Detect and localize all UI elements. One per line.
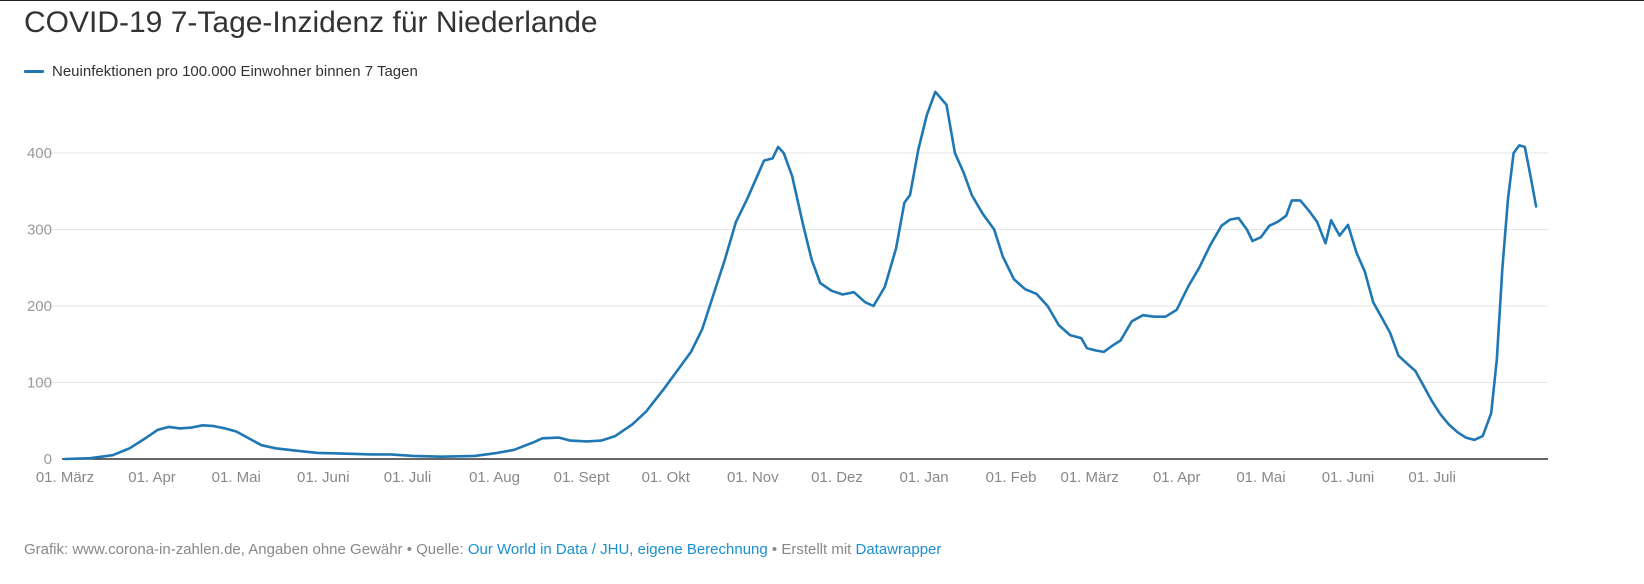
line-chart: 0 100 200 300 400 01. März 01. Apr 01. Mai 01. J… [27,90,1548,486]
source-link[interactable]: Our World in Data / JHU, eigene Berechnu… [467,541,768,558]
x-tick-label: 01. Jan [899,469,948,486]
y-tick-label: 200 [27,298,52,315]
legend-label: Neuinfektionen pro 100.000 Einwohner bin… [52,63,418,80]
x-tick-label: 01. Sept [554,469,611,486]
x-tick-label: 01. Juli [384,469,432,486]
x-tick-label: 01. März [1061,469,1119,486]
x-tick-label: 01. März [36,469,94,486]
x-tick-label: 01. Mai [1236,469,1285,486]
datawrapper-link[interactable]: Datawrapper [855,541,942,558]
footer: Grafik: www.corona-in-zahlen.de, Angaben… [24,541,941,558]
footer-made-with: • Erstellt mit [767,541,856,558]
y-tick-label: 400 [27,145,52,162]
x-tick-label: 01. Feb [986,469,1037,486]
y-tick-label: 300 [27,222,52,239]
x-tick-label: 01. Juli [1408,469,1456,486]
chart-title: COVID-19 7-Tage-Inzidenz für Niederlande [24,6,598,39]
legend-swatch [24,70,44,73]
y-tick-label: 0 [44,451,52,468]
x-tick-label: 01. Dez [811,469,863,486]
x-tick-label: 01. Apr [128,469,176,486]
x-tick-label: 01. Aug [469,469,520,486]
x-tick-label: 01. Okt [642,469,691,486]
x-tick-label: 01. Apr [1153,469,1201,486]
x-tick-label: 01. Juni [1322,469,1375,486]
series-line [63,90,1538,461]
top-border [0,0,1644,1]
footer-credit: Grafik: www.corona-in-zahlen.de, Angaben… [24,541,468,558]
x-tick-label: 01. Juni [297,469,350,486]
x-tick-label: 01. Nov [727,469,779,486]
x-tick-label: 01. Mai [212,469,261,486]
legend: Neuinfektionen pro 100.000 Einwohner bin… [24,63,418,80]
y-tick-label: 100 [27,375,52,392]
